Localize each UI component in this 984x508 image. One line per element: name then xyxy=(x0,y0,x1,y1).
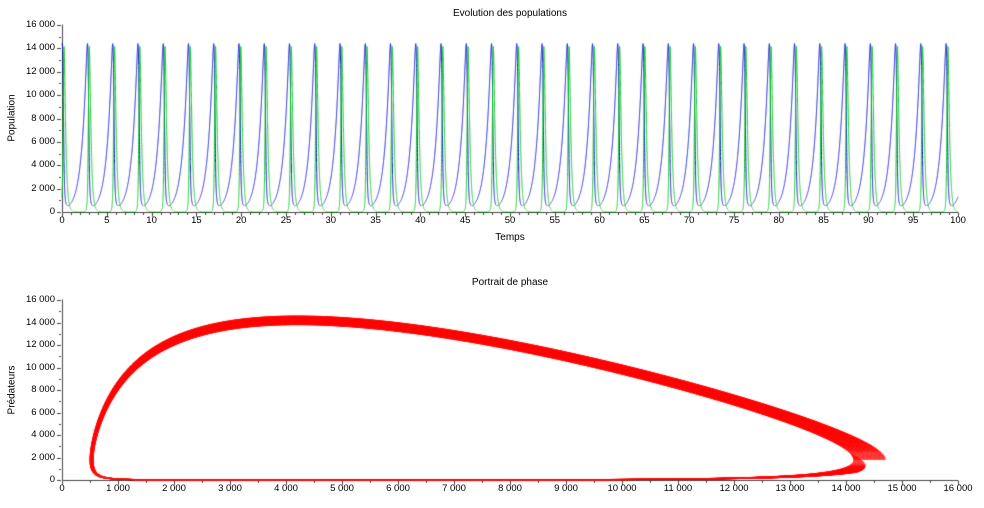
x-tick-label: 0 xyxy=(59,215,65,226)
x-tick-label: 7 000 xyxy=(442,483,466,494)
y-tick-label: 2 000 xyxy=(31,451,55,463)
x-tick-label: 20 xyxy=(235,215,247,226)
y-tick-label: 14 000 xyxy=(25,42,55,54)
y-tick-label: 2 000 xyxy=(31,182,55,194)
y-tick-label: 4 000 xyxy=(31,159,55,171)
x-tick-label: 90 xyxy=(863,215,874,226)
evolution-chart-canvas xyxy=(0,0,984,250)
x-tick-label: 3 000 xyxy=(218,483,242,494)
x-tick-label: 5 xyxy=(104,215,110,226)
y-tick-label: 8 000 xyxy=(31,112,55,124)
x-tick-label: 35 xyxy=(370,215,381,226)
y-tick-label: 0 xyxy=(49,474,55,485)
y-tick-label: 10 000 xyxy=(25,361,55,373)
x-tick-label: 100 xyxy=(950,215,966,226)
x-tick-label: 25 xyxy=(280,215,292,226)
y-tick-label: 12 000 xyxy=(25,65,55,77)
x-tick-label: 10 xyxy=(146,215,157,226)
x-tick-label: 16 000 xyxy=(943,483,973,494)
x-tick-label: 11 000 xyxy=(663,483,693,494)
y-tick-label: 4 000 xyxy=(31,429,55,440)
y-tick-label: 6 000 xyxy=(31,135,55,147)
y-tick-label: 6 000 xyxy=(31,406,55,418)
x-tick-label: 14 000 xyxy=(831,483,861,494)
x-tick-label: 75 xyxy=(728,215,740,226)
x-tick-label: 4 000 xyxy=(274,483,298,494)
x-tick-label: 9 000 xyxy=(554,483,578,494)
x-tick-label: 8 000 xyxy=(498,483,522,494)
x-tick-label: 45 xyxy=(459,215,471,226)
x-tick-label: 10 000 xyxy=(607,483,637,494)
y-tick-label: 14 000 xyxy=(25,316,55,328)
x-tick-label: 60 xyxy=(594,215,605,226)
y-tick-label: 8 000 xyxy=(31,384,55,395)
y-tick-label: 0 xyxy=(49,206,55,217)
x-tick-label: 50 xyxy=(504,215,516,226)
y-tick-label: 16 000 xyxy=(25,19,55,30)
phase-chart-title: Portrait de phase xyxy=(471,277,549,288)
x-tick-label: 40 xyxy=(415,215,426,226)
evolution-chart-title: Evolution des populations xyxy=(453,8,567,19)
population-axis-label: Population xyxy=(6,94,18,142)
x-tick-label: 55 xyxy=(549,215,561,226)
x-tick-label: 70 xyxy=(683,215,695,226)
x-tick-label: 15 000 xyxy=(887,483,917,494)
temps-axis-label: Temps xyxy=(495,232,525,243)
y-tick-label: 12 000 xyxy=(25,339,55,350)
x-tick-label: 12 000 xyxy=(719,483,749,494)
x-tick-label: 65 xyxy=(639,215,650,226)
x-tick-label: 30 xyxy=(325,215,337,226)
predateurs-axis-label: Prédateurs xyxy=(6,365,18,415)
x-tick-label: 85 xyxy=(818,215,829,226)
y-tick-label: 10 000 xyxy=(25,89,55,101)
x-tick-label: 0 xyxy=(59,483,65,494)
x-tick-label: 95 xyxy=(907,215,919,226)
x-tick-label: 2 000 xyxy=(162,483,186,494)
phase-chart-canvas xyxy=(0,258,984,508)
y-tick-label: 16 000 xyxy=(25,294,55,305)
x-tick-label: 6 000 xyxy=(386,483,410,494)
x-tick-label: 80 xyxy=(773,215,785,226)
x-tick-label: 5 000 xyxy=(330,483,354,494)
x-tick-label: 13 000 xyxy=(775,483,805,494)
x-tick-label: 1 000 xyxy=(106,483,130,494)
x-tick-label: 15 xyxy=(191,215,202,226)
